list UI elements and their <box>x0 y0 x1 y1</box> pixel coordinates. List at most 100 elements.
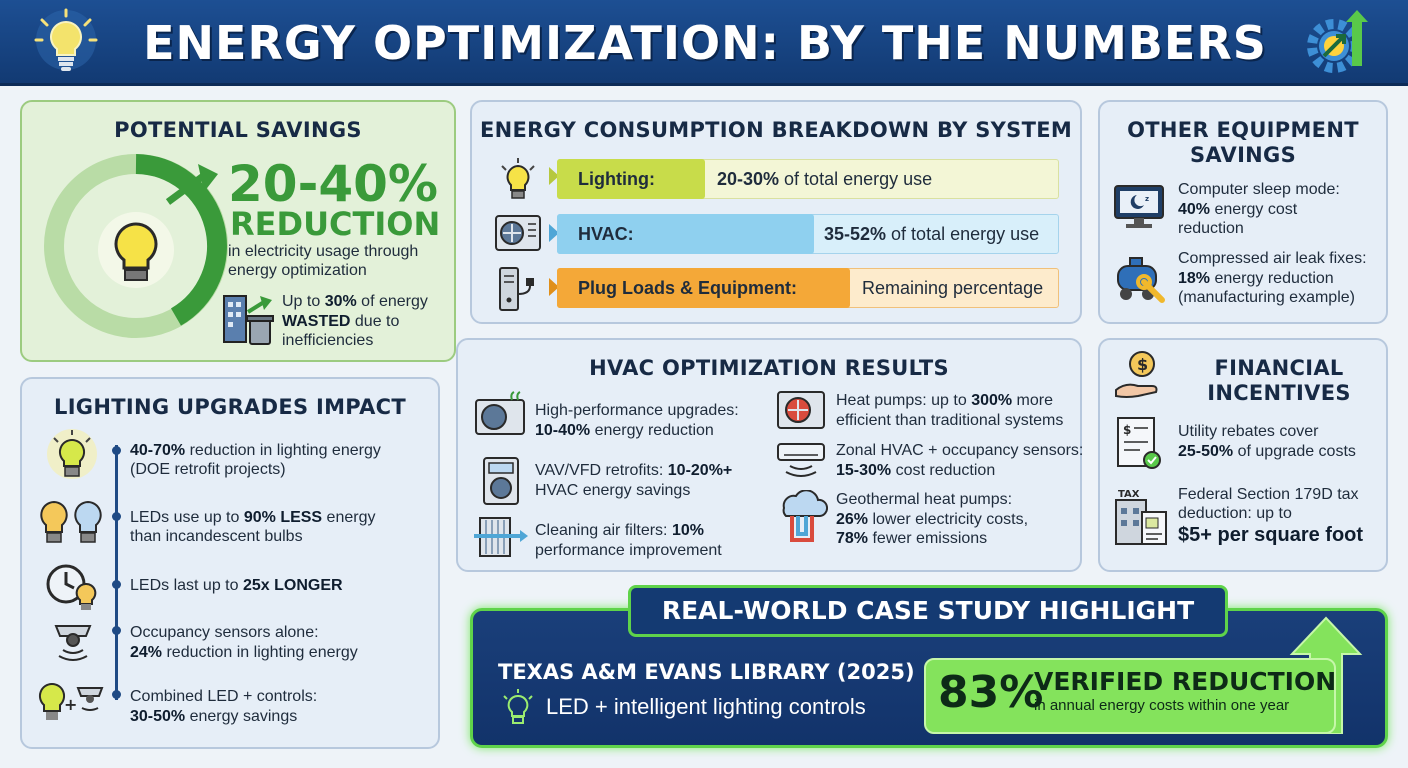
pointer-icon <box>549 278 559 296</box>
tax-line1: Federal Section 179D tax <box>1178 486 1359 503</box>
hvac-right1-line2: efficient than traditional systems <box>836 412 1064 429</box>
other-equipment-title-line2: SAVINGS <box>1189 143 1297 167</box>
case-study-value: 83% <box>938 667 1044 718</box>
hvac-right3-line1: Geothermal heat pumps: <box>836 491 1013 508</box>
savings-desc-line2: energy optimization <box>228 262 367 279</box>
potential-savings-panel: POTENTIAL SAVINGS 20-40% REDUCTION in el… <box>20 100 456 362</box>
sleep-line3: reduction <box>1178 220 1244 237</box>
air-line3: (manufacturing example) <box>1178 289 1355 306</box>
financial-title-line1: FINANCIAL <box>1214 356 1344 380</box>
case-study-result-box <box>924 658 1336 734</box>
lighting-item4-line1: Occupancy sensors alone: <box>130 624 319 641</box>
timeline-dot <box>112 512 121 521</box>
rebate-line2: 25-50% of upgrade costs <box>1178 443 1356 460</box>
case-study-result-sub: in annual energy costs within one year <box>1034 697 1290 714</box>
computer-sleep-icon: z <box>1114 185 1164 228</box>
other-equipment-panel: OTHER EQUIPMENT SAVINGS z Computer sleep… <box>1098 100 1388 324</box>
savings-desc-line1: in electricity usage through <box>228 243 419 260</box>
savings-value: 20-40% <box>228 155 439 213</box>
lighting-item4-line2: 24% reduction in lighting energy <box>130 644 358 661</box>
hvac-value: 35-52% of total energy use <box>824 224 1040 244</box>
zonal-ac-icon <box>777 443 825 477</box>
case-study-result: VERIFIED REDUCTION <box>1034 667 1337 696</box>
case-study-header: REAL-WORLD CASE STUDY HIGHLIGHT <box>628 585 1228 637</box>
header-banner: ENERGY OPTIMIZATION: BY THE NUMBERS <box>0 0 1408 86</box>
lighting-bar <box>557 159 705 199</box>
lighting-item5-line2: 30-50% energy savings <box>130 708 298 725</box>
hvac-right3-line2: 26% lower electricity costs, <box>836 511 1029 528</box>
lighting-item2-line2: than incandescent bulbs <box>130 528 303 545</box>
rebate-document-icon: $ <box>1117 417 1161 469</box>
led-bulb-icon <box>47 429 97 479</box>
lighting-item2-line1: LEDs use up to 90% LESS energy <box>130 509 376 526</box>
other-equipment-title-line1: OTHER EQUIPMENT <box>1127 118 1359 142</box>
hvac-right2-line2: 15-30% cost reduction <box>836 462 996 479</box>
lighting-item1-line2: (DOE retrofit projects) <box>130 461 286 478</box>
clock-bulb-icon <box>46 564 97 610</box>
hvac-upgrade-icon <box>475 391 525 435</box>
financial-title-line2: INCENTIVES <box>1207 381 1351 405</box>
plug-label: Plug Loads & Equipment: <box>578 278 797 298</box>
hvac-left2-line2: HVAC energy savings <box>535 482 691 499</box>
plug-value: Remaining percentage <box>862 278 1044 298</box>
air-line1: Compressed air leak fixes: <box>1178 250 1367 267</box>
page-title: ENERGY OPTIMIZATION: BY THE NUMBERS <box>143 16 1267 70</box>
hvac-right2-line1: Zonal HVAC + occupancy sensors: <box>836 442 1084 459</box>
lighting-value: 20-30% of total energy use <box>717 169 933 189</box>
hvac-left1-line2: 10-40% energy reduction <box>535 422 714 439</box>
tax-building-icon: TAX <box>1115 489 1167 545</box>
pointer-icon <box>549 167 559 185</box>
hvac-left1-line1: High-performance upgrades: <box>535 402 739 419</box>
waste-line3: inefficiencies <box>282 332 374 349</box>
hvac-bar <box>557 214 814 254</box>
svg-text:$: $ <box>1123 423 1131 437</box>
savings-ring-icon <box>44 154 228 338</box>
svg-text:z: z <box>1145 195 1149 203</box>
svg-text:+: + <box>64 695 77 714</box>
lightbulb-icon <box>501 158 535 199</box>
consumption-title: ENERGY CONSUMPTION BREAKDOWN BY SYSTEM <box>479 118 1073 142</box>
lighting-item3: LEDs last up to 25x LONGER <box>130 577 343 594</box>
building-waste-icon <box>223 295 274 345</box>
lightbulb-icon <box>34 8 98 71</box>
case-study-name: TEXAS A&M EVANS LIBRARY (2025) <box>498 660 915 684</box>
lighting-upgrades-title: LIGHTING UPGRADES IMPACT <box>54 395 406 419</box>
rebate-line1: Utility rebates cover <box>1178 423 1319 440</box>
lightbulb-icon <box>503 689 533 724</box>
waste-line2: WASTED due to <box>282 313 400 330</box>
hvac-panel: HVAC OPTIMIZATION RESULTS <box>456 338 1082 572</box>
timeline-line <box>115 445 118 700</box>
lighting-item5-line1: Combined LED + controls: <box>130 688 318 705</box>
case-study-desc: LED + intelligent lighting controls <box>546 694 866 719</box>
led-plus-sensor-icon: + <box>38 682 104 720</box>
sleep-line2: 40% energy cost <box>1178 201 1298 218</box>
air-filter-icon <box>474 517 528 557</box>
timeline-dot <box>112 446 121 455</box>
savings-label: REDUCTION <box>230 205 441 243</box>
tax-icon-label: TAX <box>1118 489 1140 500</box>
hand-coin-icon: $ <box>1115 351 1158 398</box>
hvac-left3-line2: performance improvement <box>535 542 722 559</box>
compressor-wrench-icon <box>1117 257 1165 303</box>
hvac-left3-line1: Cleaning air filters: 10% <box>535 522 704 539</box>
financial-panel: FINANCIAL INCENTIVES $ $ Utility rebates… <box>1098 338 1388 572</box>
sleep-line1: Computer sleep mode: <box>1178 181 1340 198</box>
hvac-unit-icon <box>495 215 541 251</box>
plug-bar <box>557 268 850 308</box>
waste-line1: Up to 30% of energy <box>282 293 428 310</box>
timeline-dot <box>112 580 121 589</box>
lighting-label: Lighting: <box>578 169 655 189</box>
heat-pump-icon <box>777 391 825 429</box>
air-line2: 18% energy reduction <box>1178 270 1334 287</box>
geothermal-icon <box>782 490 828 542</box>
hvac-title: HVAC OPTIMIZATION RESULTS <box>589 356 949 380</box>
lighting-item1-line1: 40-70% reduction in lighting energy <box>130 442 381 459</box>
hvac-right3-line3: 78% fewer emissions <box>836 530 988 547</box>
svg-text:$: $ <box>1137 355 1148 374</box>
timeline-dot <box>112 626 121 635</box>
potential-savings-title: POTENTIAL SAVINGS <box>114 118 362 142</box>
pointer-icon <box>549 224 559 242</box>
vav-vfd-icon <box>483 457 519 505</box>
hvac-label: HVAC: <box>578 224 634 244</box>
tax-value: $5+ per square foot <box>1178 524 1364 546</box>
